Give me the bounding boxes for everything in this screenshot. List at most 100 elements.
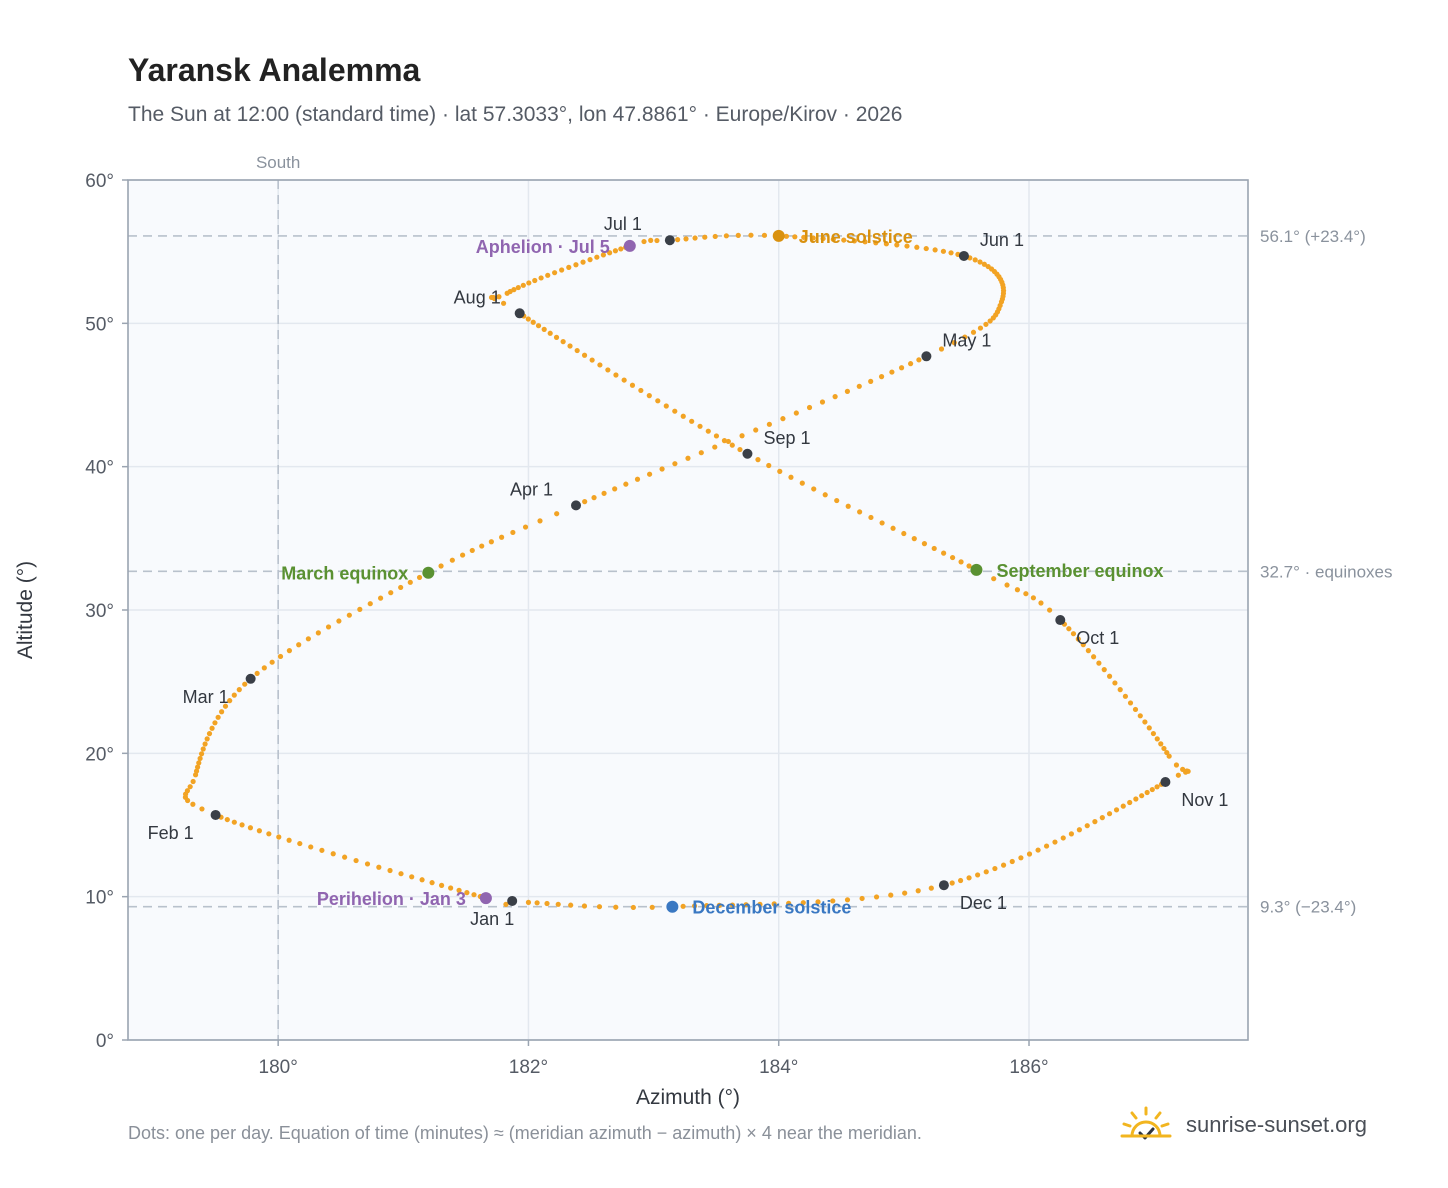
- daily-dot: [972, 257, 978, 263]
- daily-dot: [780, 416, 786, 422]
- daily-dot: [1085, 648, 1091, 654]
- daily-dot: [712, 233, 718, 240]
- special-point: [772, 229, 785, 242]
- daily-dot: [1142, 719, 1148, 725]
- month-marker: [921, 351, 932, 362]
- daily-dot: [649, 904, 655, 910]
- special-point-label: Perihelion · Jan 3: [317, 889, 466, 909]
- month-marker-label: Dec 1: [960, 893, 1007, 913]
- x-tick-label: 186°: [1009, 1057, 1048, 1078]
- daily-dot: [613, 372, 619, 378]
- daily-dot: [856, 383, 862, 389]
- daily-dot: [439, 882, 445, 888]
- daily-dot: [868, 514, 874, 521]
- daily-dot: [601, 490, 607, 496]
- daily-dot: [581, 903, 588, 909]
- daily-dot: [704, 903, 710, 909]
- daily-dot: [605, 367, 611, 373]
- daily-dot: [1099, 815, 1105, 821]
- daily-dot: [276, 834, 282, 840]
- daily-dot: [538, 275, 544, 281]
- daily-dot: [510, 529, 516, 536]
- daily-dot: [515, 284, 521, 291]
- daily-dot: [525, 899, 532, 906]
- daily-dot: [499, 534, 505, 540]
- daily-dot: [552, 270, 558, 276]
- daily-dot: [702, 234, 708, 240]
- daily-dot: [504, 290, 510, 296]
- daily-dot: [573, 262, 579, 268]
- daily-dot: [591, 495, 597, 501]
- daily-dot: [1150, 730, 1157, 737]
- daily-dot: [600, 252, 606, 258]
- daily-dot: [325, 624, 332, 630]
- daily-dot: [757, 901, 763, 907]
- daily-dot: [612, 486, 618, 492]
- daily-dot: [1075, 636, 1081, 642]
- daily-dot: [200, 746, 206, 752]
- daily-dot: [464, 890, 470, 896]
- daily-dot: [206, 731, 213, 737]
- brand[interactable]: sunrise-sunset.org: [1120, 1103, 1367, 1147]
- daily-dot: [1023, 591, 1029, 597]
- chart-title: Yaransk Analemma: [128, 52, 421, 88]
- daily-dot: [1133, 796, 1139, 802]
- daily-dot: [1183, 769, 1189, 775]
- daily-dot: [1175, 772, 1181, 778]
- daily-dot: [541, 326, 547, 332]
- daily-dot: [1127, 799, 1133, 806]
- daily-dot: [261, 665, 267, 671]
- daily-dot: [297, 840, 303, 847]
- daily-dot: [771, 901, 777, 907]
- daily-dot: [286, 648, 293, 654]
- daily-dot: [940, 248, 947, 254]
- daily-dot: [799, 480, 805, 486]
- daily-dot: [1101, 667, 1107, 673]
- daily-dot: [748, 232, 754, 238]
- daily-dot: [305, 636, 311, 642]
- daily-dot: [977, 259, 983, 265]
- month-marker-label: Jan 1: [470, 909, 514, 929]
- daily-dot: [239, 822, 245, 828]
- daily-dot: [680, 903, 686, 909]
- daily-dot: [594, 254, 600, 260]
- daily-dot: [1137, 713, 1143, 719]
- daily-dot: [491, 296, 498, 302]
- month-marker: [507, 895, 518, 906]
- daily-dot: [630, 904, 636, 911]
- daily-dot: [544, 900, 550, 907]
- daily-dot: [545, 272, 551, 278]
- special-point-label: June solstice: [799, 227, 913, 247]
- daily-dot: [916, 357, 922, 363]
- daily-dot: [1122, 693, 1129, 699]
- daily-dot: [254, 670, 260, 677]
- daily-dot: [456, 887, 462, 893]
- daily-dot: [962, 334, 968, 340]
- y-tick-label: 10°: [85, 888, 114, 909]
- daily-dot: [1009, 858, 1015, 865]
- daily-dot: [315, 630, 321, 636]
- daily-dot: [1127, 700, 1134, 706]
- daily-dot: [1096, 660, 1102, 666]
- daily-dot: [1158, 741, 1164, 747]
- daily-dot: [438, 563, 444, 569]
- daily-dot: [574, 347, 580, 354]
- month-marker: [514, 308, 525, 319]
- daily-dot: [904, 243, 910, 249]
- brand-name[interactable]: sunrise-sunset.org: [1186, 1112, 1367, 1137]
- daily-dot: [330, 851, 336, 857]
- daily-dot: [429, 880, 435, 886]
- daily-dot: [496, 294, 502, 300]
- daily-dot: [873, 240, 879, 246]
- daily-dot: [1047, 607, 1053, 613]
- daily-dot: [811, 486, 817, 492]
- daily-dot: [938, 346, 945, 352]
- daily-dot: [269, 659, 275, 665]
- daily-dot: [889, 369, 895, 375]
- daily-dot: [890, 525, 896, 531]
- daily-dot: [755, 457, 761, 463]
- daily-dot: [342, 854, 348, 860]
- daily-dot: [949, 554, 956, 561]
- daily-dot: [554, 511, 560, 517]
- daily-dot: [231, 692, 237, 698]
